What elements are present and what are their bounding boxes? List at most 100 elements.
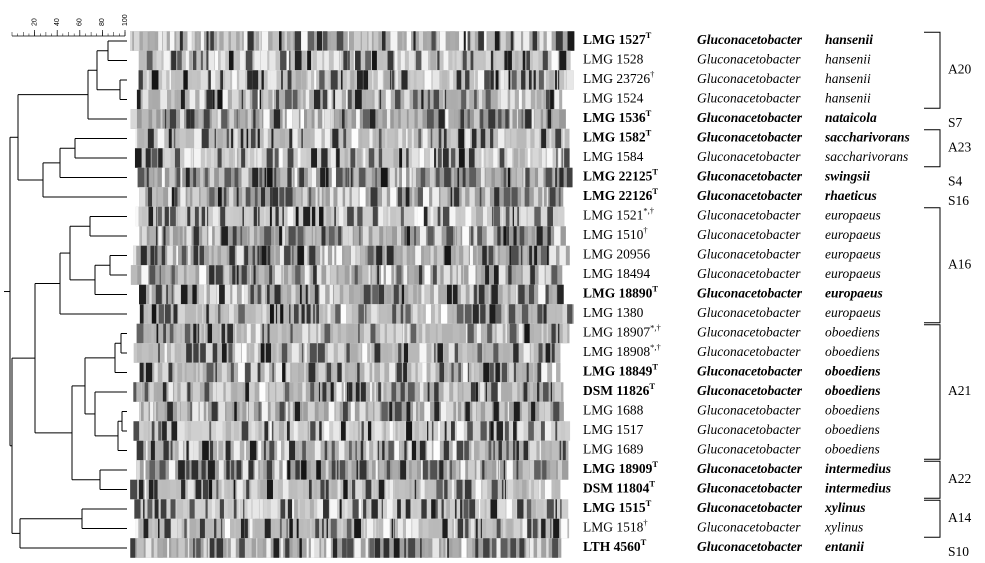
- gel-band: [406, 402, 410, 422]
- gel-band: [523, 519, 527, 539]
- gel-band: [341, 324, 346, 344]
- gel-band: [163, 31, 167, 51]
- gel-band: [231, 382, 232, 402]
- gel-band: [247, 324, 251, 344]
- gel-band: [221, 246, 227, 266]
- gel-band: [319, 402, 324, 422]
- gel-band: [250, 226, 254, 246]
- gel-band: [180, 109, 184, 129]
- gel-band: [397, 265, 402, 285]
- gel-band: [509, 70, 511, 90]
- gel-band: [558, 324, 559, 344]
- gel-band: [385, 285, 386, 305]
- gel-band: [471, 363, 474, 383]
- gel-band: [358, 421, 360, 441]
- gel-band: [366, 538, 368, 558]
- gel-band: [261, 187, 265, 207]
- strain-label: LMG 18849T: [583, 361, 658, 378]
- gel-band: [435, 304, 438, 324]
- gel-band: [350, 265, 352, 285]
- gel-band: [199, 285, 204, 305]
- gel-band: [175, 285, 181, 305]
- genus: Gluconacetobacter: [697, 520, 801, 535]
- gel-band: [322, 382, 326, 402]
- gel-band: [220, 207, 225, 227]
- gel-band: [393, 148, 398, 168]
- gel-band: [520, 148, 525, 168]
- gel-band: [137, 441, 144, 461]
- gel-band: [490, 70, 493, 90]
- gel-band: [267, 168, 272, 188]
- gel-band: [196, 363, 198, 383]
- gel-band: [258, 538, 263, 558]
- gel-band: [383, 148, 390, 168]
- gel-band: [392, 519, 393, 539]
- gel-band: [495, 246, 497, 266]
- gel-band: [220, 324, 221, 344]
- gel-band: [229, 51, 234, 71]
- gel-band: [551, 324, 555, 344]
- gel-band: [436, 480, 442, 500]
- gel-band: [373, 441, 377, 461]
- gel-band: [228, 499, 232, 519]
- gel-band: [241, 129, 244, 149]
- gel-band: [447, 538, 449, 558]
- gel-band: [556, 31, 563, 51]
- gel-band: [145, 382, 148, 402]
- gel-band: [427, 421, 428, 441]
- gel-band: [540, 31, 544, 51]
- gel-band: [541, 421, 545, 441]
- strain: LMG 1521: [583, 208, 643, 223]
- gel-band: [359, 402, 365, 422]
- gel-band: [534, 480, 539, 500]
- gel-band: [143, 90, 149, 110]
- gel-band: [276, 363, 282, 383]
- gel-band: [497, 519, 501, 539]
- gel-band: [380, 363, 384, 383]
- gel-band: [256, 538, 258, 558]
- gel-band: [241, 519, 244, 539]
- gel-band: [274, 129, 277, 149]
- gel-band: [511, 285, 516, 305]
- gel-band: [519, 304, 520, 324]
- gel-band: [324, 246, 327, 266]
- gel-band: [500, 246, 506, 266]
- gel-band: [526, 51, 530, 71]
- gel-band: [505, 382, 508, 402]
- gel-band: [297, 246, 304, 266]
- gel-band: [472, 129, 477, 149]
- genus: Gluconacetobacter: [697, 227, 801, 242]
- gel-band: [293, 382, 297, 402]
- gel-band: [379, 480, 385, 500]
- gel-band: [233, 207, 238, 227]
- gel-band: [449, 207, 455, 227]
- group-label: A20: [948, 61, 971, 76]
- gel-band: [315, 109, 318, 129]
- gel-band: [169, 129, 172, 149]
- species: europaeus: [825, 227, 881, 242]
- gel-band: [139, 226, 140, 246]
- gel-band: [359, 226, 360, 246]
- gel-band: [297, 324, 298, 344]
- gel-band: [483, 363, 489, 383]
- scale-tick-label: 20: [31, 18, 38, 26]
- gel-band: [189, 51, 192, 71]
- gel-band: [375, 129, 376, 149]
- gel-band: [368, 31, 371, 51]
- gel-band: [147, 51, 153, 71]
- gel-band: [399, 226, 400, 246]
- genus: Gluconacetobacter: [697, 305, 801, 320]
- gel-band: [140, 519, 143, 539]
- gel-band: [451, 363, 453, 383]
- gel-band: [333, 538, 337, 558]
- gel-band: [258, 363, 261, 383]
- gel-band: [489, 285, 490, 305]
- gel-band: [182, 246, 186, 266]
- gel-band: [317, 265, 321, 285]
- gel-band: [552, 363, 556, 383]
- gel-band: [169, 168, 174, 188]
- gel-band: [529, 246, 532, 266]
- gel-band: [523, 31, 529, 51]
- gel-band: [430, 148, 434, 168]
- gel-band: [261, 70, 263, 90]
